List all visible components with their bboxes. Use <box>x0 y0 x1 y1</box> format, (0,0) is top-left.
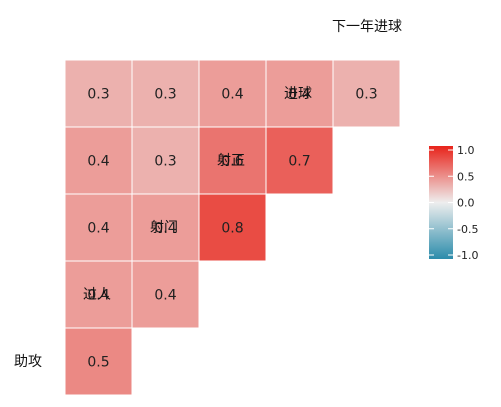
cell-value-label: 0.4 <box>154 221 176 237</box>
variable-label: 进球 <box>284 86 312 102</box>
cell-value-label: 0.4 <box>87 288 109 304</box>
heatmap-cells: 0.5 0.4 0.4 0.4 0.4 0.8 0.4 0.3 0.6 0.7 0.3 0.3 0.4 0… <box>64 59 401 396</box>
variable-label: 助攻 <box>14 354 42 370</box>
cell-value-label: 0.3 <box>87 87 109 103</box>
colorbar-tick-label: 0.0 <box>457 197 475 210</box>
heatmap-cell <box>64 59 133 128</box>
cell-value-label: 0.3 <box>154 154 176 170</box>
heatmap-cell <box>131 126 200 195</box>
cell-value-label: 0.4 <box>221 87 243 103</box>
heatmap-cell <box>64 327 133 396</box>
cell-value-label: 0.6 <box>221 154 243 170</box>
colorbar-tick-label: -1.0 <box>457 249 478 262</box>
heatmap-cell <box>64 126 133 195</box>
colorbar-tick-label: -0.5 <box>457 223 478 236</box>
heatmap-cell <box>198 126 267 195</box>
variable-label: 过人 <box>83 287 111 303</box>
variable-label: 射门 <box>150 220 178 236</box>
cell-value-label: 0.4 <box>288 87 310 103</box>
variable-labels: 助攻 过人 射门 射正 进球 下一年进球 <box>14 19 402 370</box>
cell-value-label: 0.4 <box>87 154 109 170</box>
cell-value-label: 0.4 <box>154 288 176 304</box>
cell-value-label: 0.5 <box>87 355 109 371</box>
heatmap-cell <box>64 260 133 329</box>
colorbar-tick-label: 0.5 <box>457 170 475 183</box>
cell-value-label: 0.4 <box>87 221 109 237</box>
heatmap-cell <box>332 59 401 128</box>
cell-value-label: 0.3 <box>355 87 377 103</box>
variable-label: 射正 <box>217 153 245 169</box>
cell-value-label: 0.3 <box>154 87 176 103</box>
heatmap-cell <box>131 260 200 329</box>
colorbar-tick-label: 1.0 <box>457 144 475 157</box>
heatmap-cell <box>265 126 334 195</box>
colorbar-ticks: 1.0 0.5 0.0 -0.5 -1.0 <box>429 144 478 262</box>
heatmap-cell <box>198 59 267 128</box>
cell-value-label: 0.8 <box>221 221 243 237</box>
cell-value-label: 0.7 <box>288 154 310 170</box>
colorbar-legend: 1.0 0.5 0.0 -0.5 -1.0 <box>429 144 478 262</box>
variable-label: 下一年进球 <box>332 19 402 35</box>
